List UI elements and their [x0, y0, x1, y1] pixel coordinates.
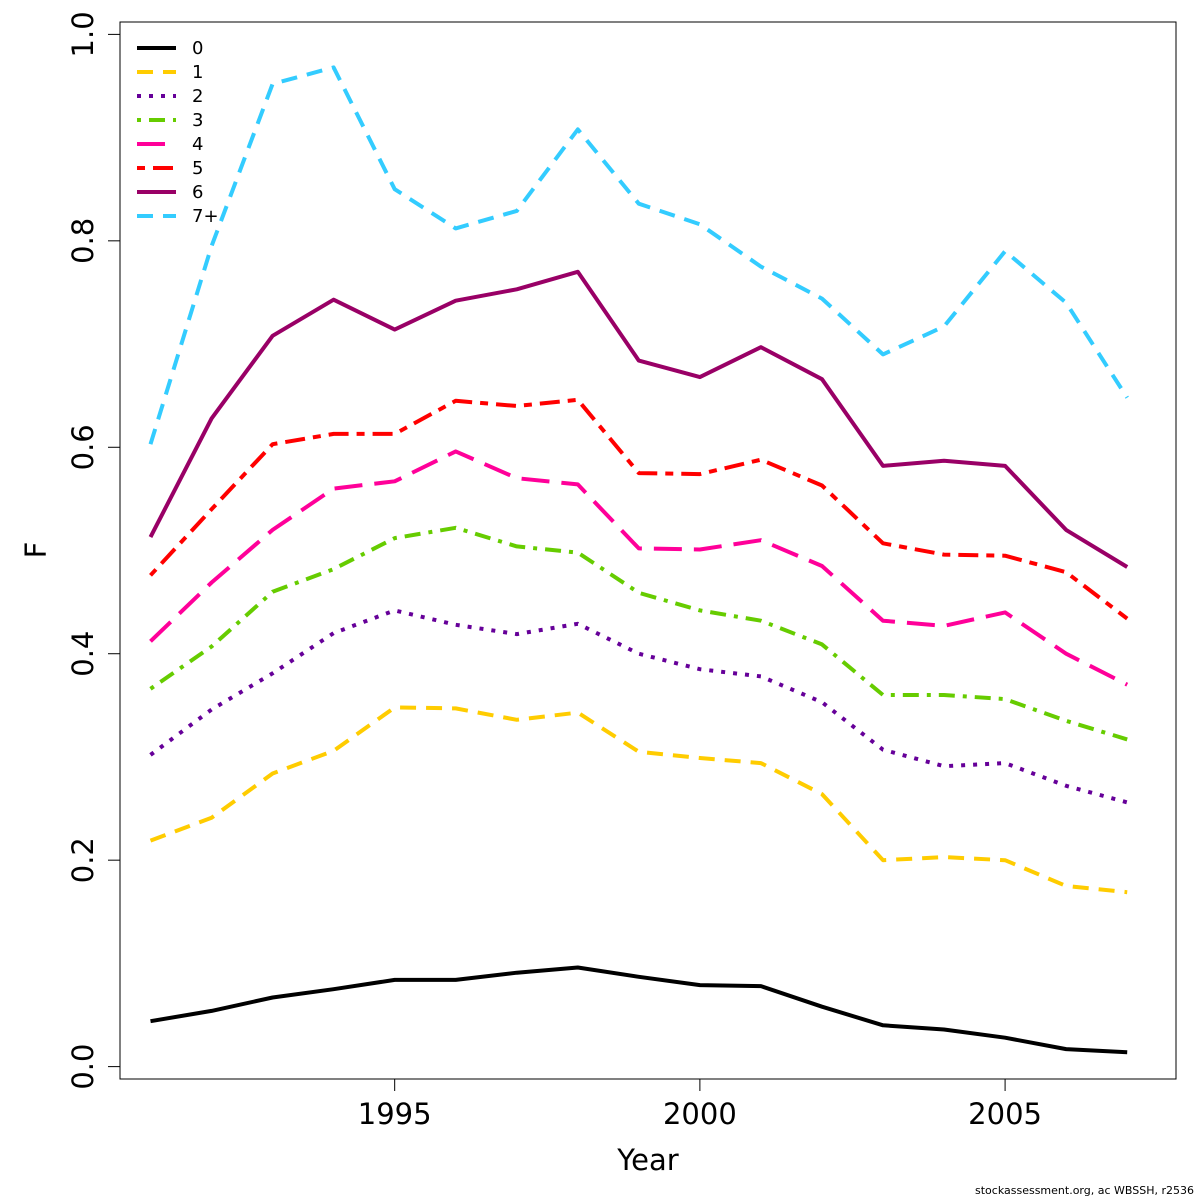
- legend-label-2: 2: [192, 86, 203, 107]
- series-line-6: [148, 269, 1129, 569]
- y-axis-title: F: [19, 542, 53, 559]
- series-line-0: [150, 965, 1128, 1055]
- x-tick-label: 2005: [968, 1097, 1042, 1131]
- y-tick-label: 1.0: [66, 11, 100, 57]
- x-axis: 1995 2000 2005: [358, 1078, 1042, 1131]
- y-axis: 0.0 0.2 0.4 0.6 0.8 1.0: [66, 11, 121, 1090]
- y-tick-label: 0.0: [66, 1044, 100, 1090]
- series-line-5: [149, 397, 1129, 621]
- series-line-1: [149, 705, 1128, 895]
- x-tick-label: 2000: [663, 1097, 737, 1131]
- legend: 0 1 2 3 4 5 6 7+: [137, 38, 219, 227]
- credit-text: stockassessment.org, ac WBSSH, r2536: [975, 1184, 1194, 1197]
- legend-label-3: 3: [192, 110, 203, 131]
- series-line-7: [148, 65, 1129, 445]
- legend-label-5: 5: [192, 158, 203, 179]
- x-tick-label: 1995: [358, 1097, 432, 1131]
- legend-label-7: 7+: [192, 206, 219, 227]
- series-line-2: [149, 608, 1128, 805]
- legend-label-6: 6: [192, 182, 203, 203]
- series-layer: [148, 65, 1129, 1055]
- x-axis-title: Year: [616, 1143, 678, 1177]
- y-tick-label: 0.2: [66, 837, 100, 883]
- legend-label-4: 4: [192, 134, 203, 155]
- series-line-3: [149, 525, 1128, 742]
- legend-label-0: 0: [192, 38, 203, 59]
- plot-frame: [119, 21, 1177, 1080]
- series-line-4: [149, 449, 1129, 687]
- y-tick-label: 0.6: [66, 424, 100, 470]
- y-tick-label: 0.8: [66, 218, 100, 264]
- legend-label-1: 1: [192, 62, 203, 83]
- y-tick-label: 0.4: [66, 631, 100, 677]
